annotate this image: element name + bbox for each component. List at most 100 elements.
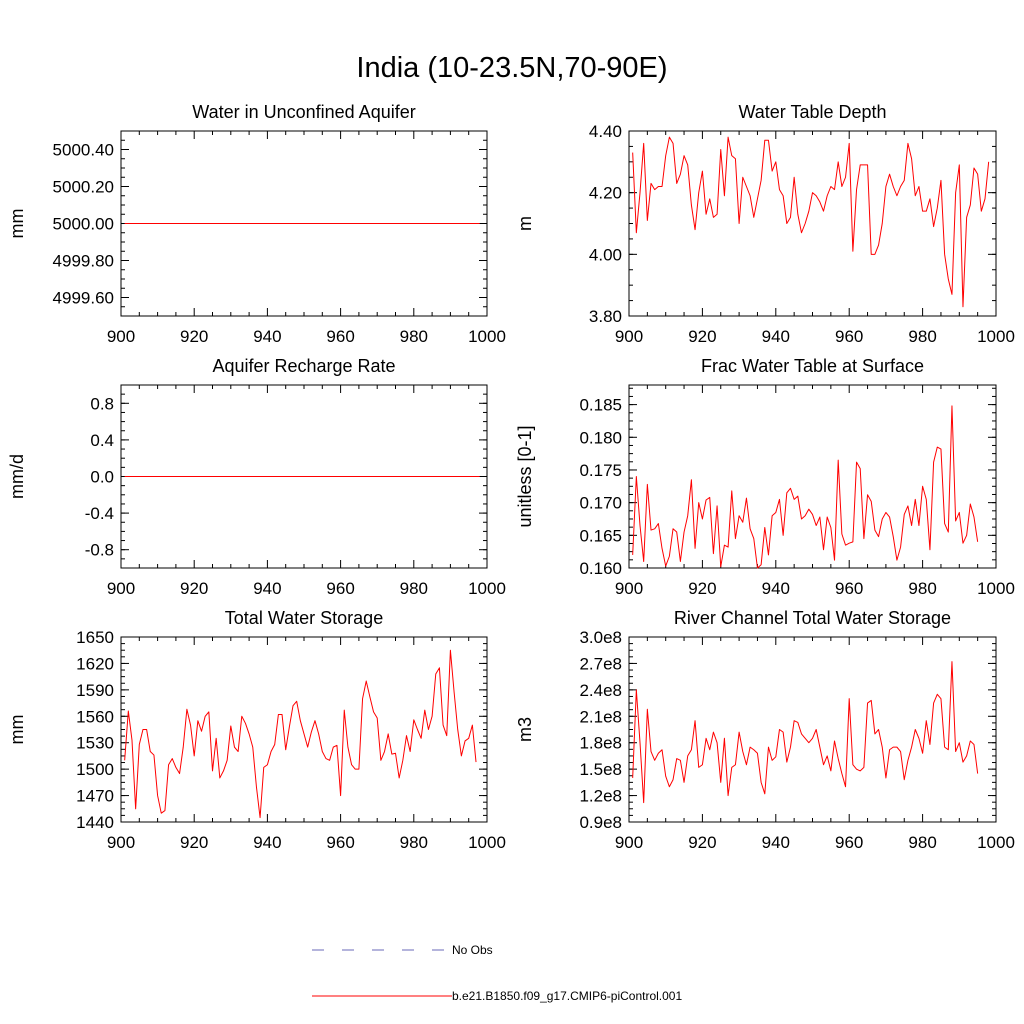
x-tick-label: 960 [326,327,354,346]
y-tick-label: 1560 [76,707,114,726]
y-axis-label: m3 [515,717,535,742]
x-tick-label: 940 [762,327,790,346]
plot-frame [628,384,997,569]
y-tick-label: 3.80 [589,307,622,326]
y-tick-label: 1620 [76,654,114,673]
x-tick-label: 1000 [977,327,1015,346]
y-axis-label: mm/d [7,454,27,499]
x-tick-label: 980 [908,579,936,598]
x-tick-label: 1000 [468,327,506,346]
panel-title: River Channel Total Water Storage [674,608,951,628]
x-tick-label: 980 [400,327,428,346]
plot-frame [120,636,488,823]
panel-water-in-unconfined-aquifer: Water in Unconfined Aquifer mm 900 920 940 96… [7,102,506,346]
y-tick-label: 0.185 [579,396,622,415]
series-line-model [632,405,979,569]
panel-title: Aquifer Recharge Rate [212,356,395,376]
y-tick-label: 0.0 [90,468,114,487]
y-tick-label: 2.4e8 [579,681,622,700]
y-axis-label: m [515,216,535,231]
x-tick-label: 900 [107,579,135,598]
series-line-model [632,136,990,308]
y-tick-label: 0.170 [579,494,622,513]
x-tick-label: 980 [908,833,936,852]
y-tick-label: 1440 [76,813,114,832]
figure-title: India (10-23.5N,70-90E) [356,52,668,84]
y-tick-label: 1.2e8 [579,787,622,806]
y-axis-label: mm [7,715,27,745]
x-tick-label: 1000 [468,833,506,852]
y-tick-label: 1530 [76,734,114,753]
panel-water-table-depth: Water Table Depth m 900 920 940 960 980 1000 3.8… [515,102,1015,346]
x-tick-label: 920 [688,327,716,346]
y-tick-label: 4.20 [589,184,622,203]
x-tick-label: 980 [908,327,936,346]
x-tick-label: 920 [180,579,208,598]
x-tick-label: 940 [762,833,790,852]
legend-label-no-obs: No Obs [452,943,493,957]
y-axis-label: mm [7,209,27,239]
y-tick-label: 0.165 [579,526,622,545]
panel-title: Total Water Storage [225,608,383,628]
x-tick-label: 940 [762,579,790,598]
x-tick-label: 940 [253,833,281,852]
x-tick-label: 920 [180,327,208,346]
series-line-model [632,661,979,804]
x-tick-label: 920 [180,833,208,852]
x-tick-label: 900 [615,579,643,598]
x-tick-label: 960 [326,833,354,852]
y-tick-label: 2.1e8 [579,707,622,726]
y-tick-label: 0.175 [579,461,622,480]
x-tick-label: 1000 [977,833,1015,852]
y-tick-label: 4.40 [589,122,622,141]
x-tick-label: 980 [400,579,428,598]
x-tick-label: 1000 [468,579,506,598]
y-tick-label: 5000.00 [53,215,114,234]
y-tick-label: 1.8e8 [579,734,622,753]
y-tick-label: 2.7e8 [579,654,622,673]
y-tick-label: 5000.20 [53,178,114,197]
y-tick-label: 1.5e8 [579,760,622,779]
y-tick-label: 4.00 [589,245,622,264]
y-tick-label: -0.4 [85,504,114,523]
x-tick-label: 940 [253,327,281,346]
panel-total-water-storage: Total Water Storage mm 900 920 940 960 980 1000… [7,608,506,852]
panels: Water in Unconfined Aquifer mm 900 920 940 96… [7,102,1015,852]
panel-aquifer-recharge-rate: Aquifer Recharge Rate mm/d 900 920 940 960 980… [7,356,506,598]
y-tick-label: 1590 [76,681,114,700]
panel-title: Water in Unconfined Aquifer [192,102,415,122]
y-tick-label: 1650 [76,628,114,647]
y-tick-label: 0.9e8 [579,813,622,832]
panel-title: Frac Water Table at Surface [701,356,924,376]
x-tick-label: 980 [400,833,428,852]
x-tick-label: 1000 [977,579,1015,598]
y-tick-label: 0.4 [90,431,114,450]
plot-frame [628,636,997,823]
x-tick-label: 960 [835,327,863,346]
y-tick-label: 3.0e8 [579,628,622,647]
panel-title: Water Table Depth [738,102,886,122]
y-tick-label: 1500 [76,760,114,779]
y-tick-label: 0.160 [579,559,622,578]
x-tick-label: 960 [835,833,863,852]
x-tick-label: 920 [688,579,716,598]
legend: No Obs b.e21.B1850.f09_g17.CMIP6-piContr… [312,943,682,1003]
x-tick-label: 900 [615,327,643,346]
x-tick-label: 900 [107,833,135,852]
y-tick-label: 4999.60 [53,289,114,308]
x-tick-label: 940 [253,579,281,598]
legend-label-model: b.e21.B1850.f09_g17.CMIP6-piControl.001 [452,989,682,1003]
x-tick-label: 960 [326,579,354,598]
x-tick-label: 900 [107,327,135,346]
x-tick-label: 900 [615,833,643,852]
y-tick-label: -0.8 [85,541,114,560]
series-line-model [124,649,477,819]
panel-frac-water-table-at-surface: Frac Water Table at Surface unitless [0-1… [515,356,1015,598]
x-tick-label: 960 [835,579,863,598]
x-tick-label: 920 [688,833,716,852]
y-tick-label: 0.180 [579,428,622,447]
y-tick-label: 5000.40 [53,141,114,160]
plot-frame [628,130,997,317]
y-tick-label: 1470 [76,787,114,806]
